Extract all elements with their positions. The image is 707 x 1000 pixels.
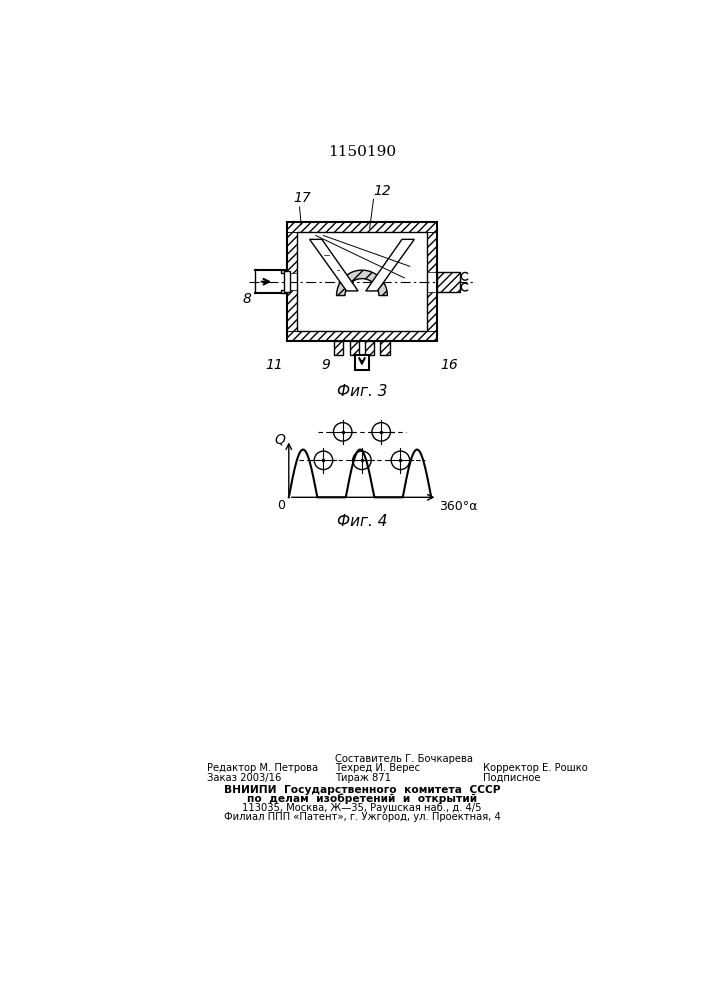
Bar bbox=[297, 232, 428, 331]
Circle shape bbox=[353, 451, 371, 470]
Bar bbox=[365, 341, 374, 355]
Text: Филиал ППП «Патент», г. Ужгород, ул. Проектная, 4: Филиал ППП «Патент», г. Ужгород, ул. Про… bbox=[223, 812, 501, 822]
Text: 17: 17 bbox=[293, 191, 311, 205]
Bar bbox=[287, 222, 438, 341]
Text: Составитель Г. Бочкарева: Составитель Г. Бочкарева bbox=[335, 754, 473, 764]
Bar bbox=[355, 355, 369, 370]
Bar bbox=[437, 272, 460, 292]
Bar bbox=[350, 341, 359, 355]
Circle shape bbox=[334, 423, 352, 441]
Bar bbox=[437, 272, 460, 292]
Text: 16: 16 bbox=[440, 358, 458, 372]
Bar bbox=[281, 270, 287, 273]
Text: 1150190: 1150190 bbox=[328, 145, 396, 159]
Circle shape bbox=[391, 451, 409, 470]
Bar bbox=[284, 271, 291, 292]
Text: 12: 12 bbox=[373, 184, 391, 198]
Text: 113035, Москва, Ж—35, Раушская наб., д. 4/5: 113035, Москва, Ж—35, Раушская наб., д. … bbox=[243, 803, 481, 813]
Bar bbox=[287, 331, 438, 341]
Bar bbox=[380, 341, 390, 355]
Circle shape bbox=[314, 451, 333, 470]
Bar bbox=[426, 292, 437, 331]
Bar bbox=[334, 341, 344, 355]
Bar bbox=[334, 341, 344, 355]
Polygon shape bbox=[337, 270, 387, 296]
Text: Техред И. Верес: Техред И. Верес bbox=[335, 763, 420, 773]
Bar bbox=[287, 290, 297, 331]
Bar bbox=[426, 232, 437, 272]
Polygon shape bbox=[366, 239, 414, 291]
Bar bbox=[380, 341, 390, 355]
Text: Редактор М. Петрова: Редактор М. Петрова bbox=[207, 763, 318, 773]
Text: 11: 11 bbox=[266, 358, 284, 372]
Text: 8: 8 bbox=[243, 292, 251, 306]
Text: Q: Q bbox=[274, 433, 285, 447]
Circle shape bbox=[372, 423, 390, 441]
Bar bbox=[287, 232, 297, 273]
Text: ВНИИПИ  Государственного  комитета  СССР: ВНИИПИ Государственного комитета СССР bbox=[223, 785, 501, 795]
Text: Подписное: Подписное bbox=[483, 773, 540, 783]
Polygon shape bbox=[310, 239, 358, 291]
Text: Заказ 2003/16: Заказ 2003/16 bbox=[207, 773, 281, 783]
Text: 360°α: 360°α bbox=[439, 500, 477, 513]
Text: Тираж 871: Тираж 871 bbox=[335, 773, 391, 783]
Bar bbox=[287, 222, 438, 232]
Text: по  делам  изобретений  и  открытий: по делам изобретений и открытий bbox=[247, 793, 477, 804]
Text: 9: 9 bbox=[322, 358, 330, 372]
Bar bbox=[281, 290, 287, 293]
Text: Фиг. 4: Фиг. 4 bbox=[337, 514, 387, 529]
Text: 0: 0 bbox=[277, 499, 285, 512]
Bar bbox=[350, 341, 359, 355]
Text: Фиг. 3: Фиг. 3 bbox=[337, 384, 387, 399]
Bar bbox=[365, 341, 374, 355]
Text: Корректор Е. Рошко: Корректор Е. Рошко bbox=[483, 763, 588, 773]
